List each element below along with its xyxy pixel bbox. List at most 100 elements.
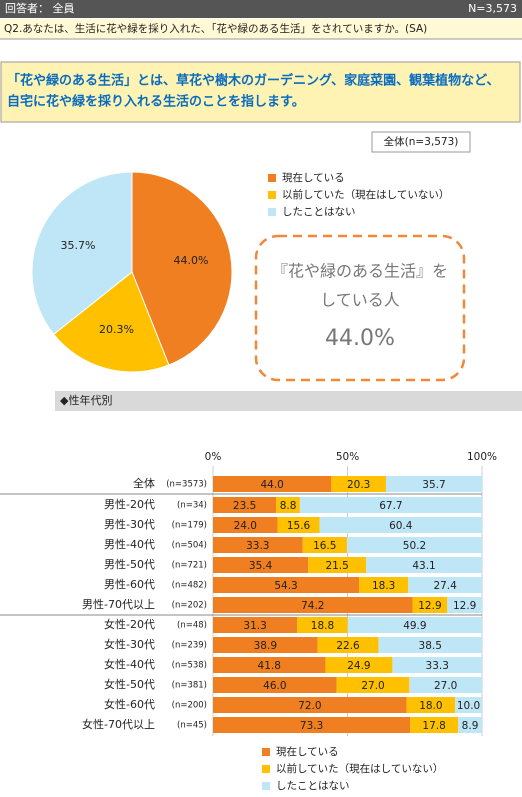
legend-swatch <box>268 208 276 216</box>
bar-value-label: 41.8 <box>258 660 281 672</box>
pie-title-box <box>371 131 471 153</box>
bar-value-label: 24.9 <box>347 660 370 672</box>
definition-line: 「花や緑のある生活」とは、草花や樹木のガーデニング、家庭菜園、観葉植物など、 <box>7 73 499 89</box>
callout-text: している人 <box>320 291 400 310</box>
bar-value-label: 74.2 <box>301 600 324 612</box>
category-label: 女性-20代 <box>104 617 155 631</box>
bar-value-label: 38.9 <box>254 640 277 652</box>
bar-value-label: 43.1 <box>412 560 435 572</box>
category-note: (n=239) <box>172 641 207 651</box>
category-note: (n=48) <box>177 621 207 631</box>
bar-segment <box>347 617 482 633</box>
category-label: 男性-20代 <box>104 497 155 511</box>
bar-segment <box>302 537 347 553</box>
category-label: 男性-30代 <box>104 517 155 531</box>
bar-segment <box>366 557 482 573</box>
category-note: (n=482) <box>172 581 207 591</box>
category-label: 男性-70代以上 <box>82 597 155 611</box>
bar-value-label: 22.6 <box>336 640 360 652</box>
question-bar <box>0 19 522 39</box>
bar-segment <box>406 697 456 713</box>
bar-value-label: 44.0 <box>260 479 283 491</box>
bar-segment <box>213 476 332 492</box>
sample-size: N=3,573 <box>468 2 517 15</box>
bar-value-label: 67.7 <box>379 500 402 512</box>
bar-segment <box>277 517 320 533</box>
header-bar <box>0 0 522 18</box>
pie-slice <box>131 171 233 366</box>
category-note: (n=721) <box>172 561 207 571</box>
legend-label: 現在している <box>276 746 339 758</box>
definition-box <box>0 61 521 123</box>
bar-segment <box>308 557 367 573</box>
legend-swatch <box>268 174 276 182</box>
bar-value-label: 24.0 <box>234 520 257 532</box>
bar-segment <box>455 697 482 713</box>
category-note: (n=504) <box>172 541 207 551</box>
bar-value-label: 73.3 <box>300 720 323 732</box>
bar-segment <box>299 497 482 513</box>
category-label: 男性-60代 <box>104 577 155 591</box>
bar-segment <box>276 497 300 513</box>
bar-value-label: 8.8 <box>280 500 297 512</box>
callout-text: 『花や緑のある生活』を <box>272 262 448 281</box>
pie-slice <box>31 171 133 335</box>
bar-value-label: 12.9 <box>453 600 476 612</box>
category-label: 男性-40代 <box>104 537 155 551</box>
bar-segment <box>213 697 407 713</box>
x-tick-label: 100% <box>467 451 497 463</box>
bar-segment <box>325 657 393 673</box>
bar-segment <box>385 476 482 492</box>
bar-segment <box>336 677 410 693</box>
legend-label: 以前していた（現在はしていない） <box>282 188 449 201</box>
pie-value-label: 44.0% <box>173 254 208 267</box>
bar-segment <box>392 657 482 673</box>
legend-swatch <box>262 765 270 773</box>
bar-segment <box>213 497 277 513</box>
bar-segment <box>297 617 348 633</box>
bar-segment <box>359 577 409 593</box>
bar-value-label: 17.8 <box>422 720 445 732</box>
category-label: 全体 <box>133 476 155 490</box>
bar-value-label: 12.9 <box>418 600 441 612</box>
bar-value-label: 27.0 <box>361 680 384 692</box>
callout-value: 44.0% <box>325 326 395 351</box>
bar-value-label: 18.0 <box>419 700 442 712</box>
pie-value-label: 35.7% <box>60 239 95 252</box>
bar-value-label: 35.7 <box>422 479 445 491</box>
category-note: (n=200) <box>172 701 207 711</box>
bar-value-label: 23.5 <box>233 500 256 512</box>
category-note: (n=34) <box>177 501 207 511</box>
bar-value-label: 18.8 <box>311 620 334 632</box>
bar-segment <box>213 617 298 633</box>
category-label: 男性-50代 <box>104 557 155 571</box>
bar-value-label: 27.0 <box>434 680 457 692</box>
legend-label: したことはない <box>282 206 356 218</box>
section-bar <box>55 391 522 411</box>
respondents: 回答者： 全員 <box>5 1 75 15</box>
definition-line: 自宅に花や緑を採り入れる生活のことを指します。 <box>7 94 305 110</box>
bar-value-label: 46.0 <box>263 680 286 692</box>
legend-swatch <box>262 782 270 790</box>
bar-segment <box>213 637 318 653</box>
legend-swatch <box>262 748 270 756</box>
bar-value-label: 33.3 <box>246 540 269 552</box>
category-note: (n=45) <box>177 721 207 731</box>
bar-value-label: 16.5 <box>313 540 336 552</box>
bar-segment <box>447 597 482 613</box>
bar-value-label: 72.0 <box>298 700 321 712</box>
x-tick-label: 50% <box>336 451 359 463</box>
bar-value-label: 10.0 <box>457 700 480 712</box>
bar-segment <box>331 476 386 492</box>
bar-value-label: 38.5 <box>419 640 442 652</box>
category-label: 女性-30代 <box>104 637 155 651</box>
bar-value-label: 20.3 <box>347 479 370 491</box>
pie-title: 全体(n=3,573) <box>384 135 459 148</box>
bar-segment <box>213 537 303 553</box>
category-label: 女性-40代 <box>104 657 155 671</box>
category-note: (n=538) <box>172 661 207 671</box>
bar-segment <box>213 657 326 673</box>
category-note: (n=179) <box>172 521 207 531</box>
bar-segment <box>412 597 448 613</box>
bar-segment <box>317 637 379 653</box>
